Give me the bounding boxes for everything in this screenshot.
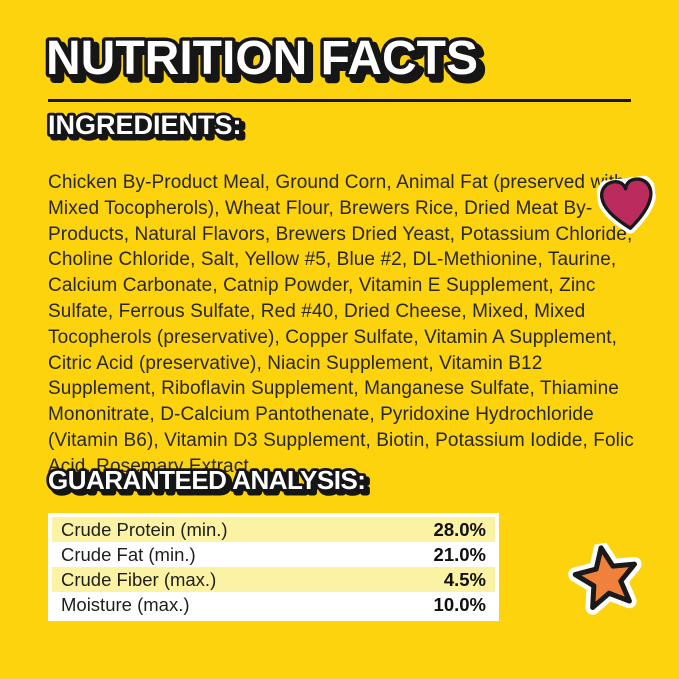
guaranteed-analysis-heading-art: GUARANTEED ANALYSIS: GUARANTEED ANALYSIS… [45,462,372,501]
divider-line [48,99,631,102]
table-row: Crude Fat (min.) 21.0% [52,542,495,567]
ingredients-heading-text: INGREDIENTS: [48,110,242,140]
ingredients-list: Chicken By-Product Meal, Ground Corn, An… [48,172,634,477]
table-row: Crude Fiber (max.) 4.5% [52,567,495,592]
page-title-text: NUTRITION FACTS [46,32,478,85]
ingredients-heading: INGREDIENTS: INGREDIENTS: [44,106,364,153]
row-value: 28.0% [433,518,486,540]
row-value: 4.5% [443,568,486,590]
page-title-art: NUTRITION FACTS NUTRITION FACTS [43,29,487,95]
row-value: 21.0% [433,543,486,565]
page-title: NUTRITION FACTS NUTRITION FACTS [43,28,644,103]
row-value: 10.0% [433,593,486,615]
page-title-shadow: NUTRITION FACTS [51,37,483,90]
row-label: Crude Fiber (max.) [61,568,217,590]
star-icon-shape [572,545,638,611]
row-label: Crude Protein (min.) [61,518,228,540]
guaranteed-analysis-heading: GUARANTEED ANALYSIS: GUARANTEED ANALYSIS… [44,461,444,508]
row-label: Moisture (max.) [61,593,190,615]
heart-icon-shape [600,177,653,230]
ingredients-heading-shadow: INGREDIENTS: [52,114,246,144]
guaranteed-analysis-table: Crude Protein (min.) 28.0% Crude Fat (mi… [48,513,499,621]
guaranteed-analysis-heading-text: GUARANTEED ANALYSIS: [48,465,365,495]
row-label: Crude Fat (min.) [61,543,196,565]
star-icon [564,537,650,626]
table-row: Crude Protein (min.) 28.0% [52,517,495,542]
heart-icon-art [596,173,657,234]
guaranteed-analysis-heading-shadow: GUARANTEED ANALYSIS: [52,469,369,499]
ingredients-heading-art: INGREDIENTS: INGREDIENTS: [45,107,248,146]
heart-icon [595,173,660,243]
table-row: Moisture (max.) 10.0% [52,592,495,617]
star-icon-art [568,540,642,615]
